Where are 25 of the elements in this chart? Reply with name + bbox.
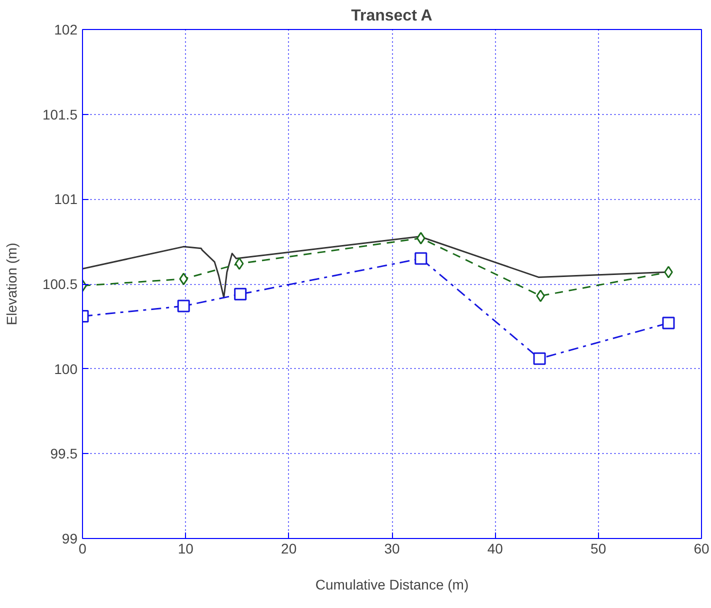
- x-tick-label: 0: [78, 540, 87, 556]
- x-tick-label: 40: [487, 540, 504, 556]
- y-tick-label: 101.5: [42, 106, 78, 122]
- y-tick-label: 99: [62, 530, 78, 546]
- x-tick-label: 60: [694, 540, 710, 556]
- y-tick-label: 99.5: [50, 446, 78, 462]
- x-tick-label: 30: [384, 540, 400, 556]
- y-axis-title: Elevation (m): [3, 242, 20, 326]
- point: [179, 272, 188, 286]
- point: [234, 257, 244, 270]
- point: [662, 316, 675, 330]
- point: [234, 288, 247, 300]
- y-tick-label: 100: [54, 360, 78, 377]
- x-tick-label: 50: [590, 540, 606, 556]
- point: [533, 352, 546, 365]
- y-tick-label: 102: [54, 22, 78, 38]
- x-tick-label: 20: [281, 540, 297, 556]
- x-tick-label: 10: [178, 540, 194, 556]
- chart-title: Transect A: [351, 8, 433, 24]
- point: [414, 252, 428, 265]
- point: [177, 300, 190, 312]
- point: [416, 232, 426, 244]
- y-tick-label: 100.5: [42, 276, 78, 292]
- x-axis-title: Cumulative Distance (m): [315, 576, 469, 592]
- y-tick-label: 101: [54, 191, 78, 208]
